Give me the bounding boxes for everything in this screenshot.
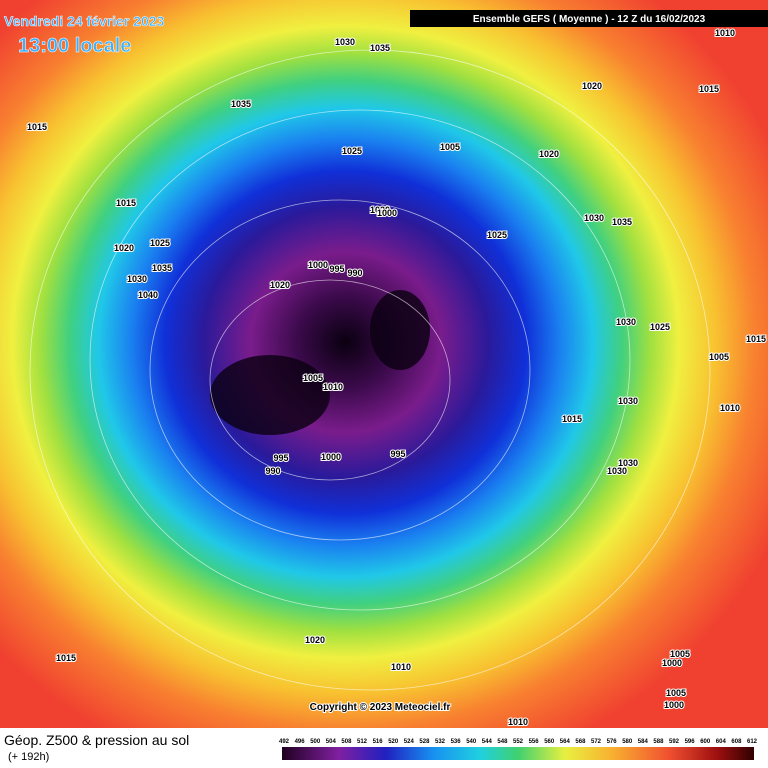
copyright: Copyright © 2023 Meteociel.fr: [310, 702, 451, 713]
scale-label: 556: [529, 739, 540, 745]
isobar-label: 1000: [321, 452, 341, 462]
scale-label: 492: [279, 739, 290, 745]
scale-label: 508: [341, 739, 352, 745]
isobar-label: 1015: [27, 122, 47, 132]
isobar-label: 1020: [305, 635, 325, 645]
low-core: [210, 355, 330, 435]
isobar-label: 1025: [150, 238, 170, 248]
scale-label: 576: [607, 739, 618, 745]
isobar-label: 995: [273, 453, 288, 463]
isobar-label: 1015: [562, 414, 582, 424]
low-core: [370, 290, 430, 370]
header-box: [410, 10, 768, 27]
scale-label: 520: [388, 739, 399, 745]
legend-title: Géop. Z500 & pression au sol: [4, 732, 189, 748]
isobar-label: 1020: [539, 149, 559, 159]
model-info: Ensemble GEFS ( Moyenne ) - 12 Z du 16/0…: [473, 14, 706, 25]
isobar-label: 1005: [670, 649, 690, 659]
isobar-label: 990: [265, 466, 280, 476]
isobar-label: 1000: [308, 260, 328, 270]
isobar-label: 990: [347, 268, 362, 278]
isobar-label: 995: [390, 449, 405, 459]
scale-label: 496: [295, 739, 306, 745]
scale-label: 604: [716, 739, 727, 745]
isobar-label: 1030: [584, 213, 604, 223]
scale-label: 580: [622, 739, 633, 745]
scale-label: 588: [653, 739, 664, 745]
scale-label: 532: [435, 739, 446, 745]
scale-label: 572: [591, 739, 602, 745]
scale-label: 516: [373, 739, 384, 745]
isobar-label: 1015: [746, 334, 766, 344]
isobar-label: 995: [329, 264, 344, 274]
scale-label: 560: [544, 739, 555, 745]
scale-label: 592: [669, 739, 680, 745]
isobar-label: 1000: [377, 208, 397, 218]
isobar-label: 1035: [370, 43, 390, 53]
valid-date: Vendredi 24 février 2023: [4, 13, 165, 29]
valid-time: 13:00 locale: [18, 35, 131, 57]
scale-label: 564: [560, 739, 571, 745]
isobar-label: 1030: [335, 37, 355, 47]
isobar-label: 1020: [582, 81, 602, 91]
scale-label: 600: [700, 739, 711, 745]
isobars: [29, 49, 711, 691]
scale-label: 608: [731, 739, 742, 745]
isobar-label: 1010: [715, 28, 735, 38]
isobar-label: 1030: [127, 274, 147, 284]
scale-label: 596: [685, 739, 696, 745]
isobar-label: 1025: [650, 322, 670, 332]
isobar-label: 1035: [612, 217, 632, 227]
isobar-label: 1015: [116, 198, 136, 208]
color-scale: [282, 747, 754, 760]
isobar-label: 1005: [303, 373, 323, 383]
isobar-label: 1005: [666, 688, 686, 698]
scale-label: 540: [466, 739, 477, 745]
isobar-label: 1005: [440, 142, 460, 152]
isobar-label: 1010: [391, 662, 411, 672]
isobar-label: 1035: [231, 99, 251, 109]
scale-label: 512: [357, 739, 368, 745]
isobar-label: 1030: [618, 458, 638, 468]
isobar-label: 1020: [370, 205, 390, 215]
scale-label: 524: [404, 739, 415, 745]
isobar-label: 1010: [508, 717, 528, 727]
scale-label: 548: [497, 739, 508, 745]
scale-label: 504: [326, 739, 337, 745]
isobar-label: 1025: [342, 146, 362, 156]
isobar-label: 1030: [618, 396, 638, 406]
isobar-label: 1015: [699, 84, 719, 94]
isobar-label: 1035: [152, 263, 172, 273]
scale-label: 544: [482, 739, 493, 745]
isobar-label: 1040: [138, 290, 158, 300]
scale-label: 584: [638, 739, 649, 745]
scale-label: 500: [310, 739, 321, 745]
scale-label: 552: [513, 739, 524, 745]
scale-label: 612: [747, 739, 758, 745]
isobar-label: 1030: [607, 466, 627, 476]
geopotential-field: [0, 0, 768, 728]
isobar-label: 1020: [270, 280, 290, 290]
scale-label: 528: [419, 739, 430, 745]
isobar-label: 1025: [487, 230, 507, 240]
isobar-label: 1030: [616, 317, 636, 327]
isobar-label: 1000: [664, 700, 684, 710]
scale-label: 536: [451, 739, 462, 745]
isobar-label: 1000: [662, 658, 682, 668]
scale-label: 568: [575, 739, 586, 745]
isobar-label: 1015: [56, 653, 76, 663]
isobar-label: 1005: [709, 352, 729, 362]
lead-time: (+ 192h): [8, 751, 49, 763]
isobar-label: 1010: [720, 403, 740, 413]
isobar-label: 1010: [323, 382, 343, 392]
isobar-label: 1020: [114, 243, 134, 253]
